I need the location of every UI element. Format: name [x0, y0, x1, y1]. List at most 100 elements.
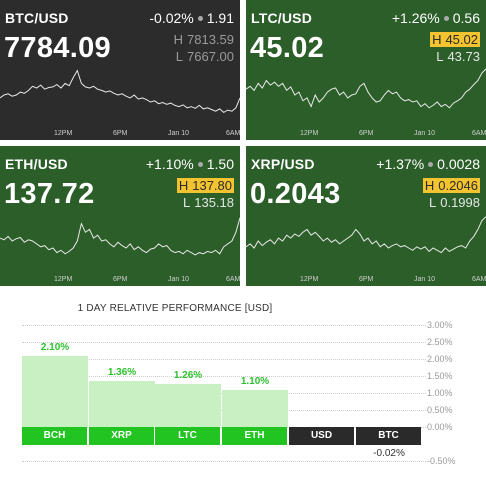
gridline — [22, 461, 426, 462]
category-label-btc: BTC — [356, 427, 421, 445]
category-label-bch: BCH — [22, 427, 87, 445]
low-label: L — [175, 49, 183, 64]
price-sparkline — [246, 216, 486, 254]
time-axis: 12PM 6PM Jan 10 6AM — [0, 130, 240, 140]
time-tick: 12PM — [300, 276, 319, 283]
y-tick-label: 3.00% — [427, 320, 453, 330]
separator-dot — [428, 161, 434, 167]
gridline — [22, 342, 426, 343]
time-tick: 6AM — [226, 276, 240, 283]
category-label-usd: USD — [289, 427, 354, 445]
last-price: 0.2043 — [250, 178, 341, 210]
time-tick: 6PM — [359, 276, 374, 283]
category-label-eth: ETH — [222, 427, 287, 445]
day-low: L 135.18 — [183, 195, 234, 210]
high-value: 137.80 — [192, 178, 232, 193]
low-value: 135.18 — [194, 195, 234, 210]
change-absolute: 1.50 — [206, 156, 234, 172]
low-value: 0.1998 — [440, 195, 480, 210]
bar-value-label: 1.10% — [240, 375, 270, 387]
bar-value-label: 2.10% — [40, 341, 70, 353]
change-percent: +1.37% — [376, 156, 425, 172]
time-axis: 12PM 6PM Jan 10 6AM — [246, 130, 486, 140]
low-label: L — [436, 49, 444, 64]
category-label-xrp: XRP — [89, 427, 154, 445]
sparkline-path — [0, 69, 240, 114]
last-price: 45.02 — [250, 32, 325, 64]
sparkline-path — [0, 217, 240, 256]
pair-label: LTC/USD — [251, 10, 313, 26]
last-price: 137.72 — [4, 178, 95, 210]
change-readout: +1.37% 0.0028 — [376, 156, 480, 172]
y-tick-label: 0.00% — [427, 422, 453, 432]
pair-label: ETH/USD — [5, 156, 68, 172]
separator-dot — [443, 15, 449, 21]
gridline — [22, 376, 426, 377]
day-low: L 43.73 — [436, 49, 480, 64]
time-tick: 6PM — [113, 276, 128, 283]
day-high: H 7813.59 — [174, 32, 234, 47]
high-label: H — [424, 178, 435, 193]
y-tick-label: -0.50% — [427, 456, 456, 466]
time-tick: Jan 10 — [414, 130, 436, 137]
change-absolute: 0.56 — [452, 10, 480, 26]
high-value: 45.02 — [445, 32, 478, 47]
last-price: 7784.09 — [4, 32, 111, 64]
high-value: 0.2046 — [438, 178, 478, 193]
change-readout: +1.10% 1.50 — [146, 156, 234, 172]
change-absolute: 1.91 — [206, 10, 234, 26]
time-tick: 6PM — [359, 130, 374, 137]
change-percent: +1.10% — [145, 156, 194, 172]
ticker-tile-ltc-usd[interactable]: LTC/USD +1.26% 0.56 45.02 H 45.02 L 43.73 12PM 6P… — [246, 0, 486, 140]
high-value: 7813.59 — [187, 32, 234, 47]
perf-bar-xrp — [89, 380, 155, 427]
high-label: H — [178, 178, 189, 193]
time-tick: 12PM — [54, 276, 73, 283]
time-tick: Jan 10 — [168, 130, 190, 137]
high-label: H — [432, 32, 442, 47]
chart-title: 1 DAY RELATIVE PERFORMANCE [USD] — [77, 303, 273, 314]
time-tick: 6AM — [226, 130, 240, 137]
bar-value-label: -0.02% — [373, 448, 405, 459]
ticker-tile-xrp-usd[interactable]: XRP/USD +1.37% 0.0028 0.2043 H 0.2046 L 0.1998 1… — [246, 146, 486, 286]
ticker-tile-btc-usd[interactable]: BTC/USD -0.02% 1.91 7784.09 H 7813.59 L 7667.00… — [0, 0, 240, 140]
sparkline-path — [246, 216, 486, 254]
time-tick: Jan 10 — [414, 276, 436, 283]
y-tick-label: 2.50% — [427, 337, 453, 347]
perf-bar-ltc — [155, 384, 221, 427]
high-label: H — [173, 32, 183, 47]
time-axis: 12PM 6PM Jan 10 6AM — [0, 276, 240, 286]
day-high: H 45.02 — [430, 32, 480, 47]
change-readout: -0.02% 1.91 — [149, 10, 234, 26]
separator-dot — [197, 15, 203, 21]
separator-dot — [197, 161, 203, 167]
low-value: 7667.00 — [187, 49, 234, 64]
category-label-ltc: LTC — [155, 427, 220, 445]
gridline — [22, 325, 426, 326]
bar-value-label: 1.26% — [173, 370, 203, 382]
time-tick: 12PM — [54, 130, 73, 137]
time-tick: 12PM — [300, 130, 319, 137]
day-high: H 0.2046 — [422, 178, 480, 193]
time-tick: 6PM — [113, 130, 128, 137]
day-low: L 7667.00 — [176, 49, 234, 64]
ticker-tile-eth-usd[interactable]: ETH/USD +1.10% 1.50 137.72 H 137.80 L 135.18 12P… — [0, 146, 240, 286]
perf-bar-eth — [222, 389, 288, 427]
y-tick-label: 0.50% — [427, 405, 453, 415]
price-sparkline — [246, 68, 486, 109]
time-tick: 6AM — [472, 130, 486, 137]
time-tick: 6AM — [472, 276, 486, 283]
price-sparkline — [0, 217, 240, 256]
low-label: L — [183, 195, 191, 210]
pair-label: XRP/USD — [251, 156, 315, 172]
bar-value-label: 1.36% — [107, 366, 137, 378]
perf-bar-bch — [22, 355, 88, 427]
price-sparkline — [0, 69, 240, 114]
change-readout: +1.26% 0.56 — [392, 10, 480, 26]
low-value: 43.73 — [447, 49, 480, 64]
gridline — [22, 359, 426, 360]
day-low: L 0.1998 — [429, 195, 480, 210]
relative-performance-chart: 1 DAY RELATIVE PERFORMANCE [USD] 3.00% 2.… — [0, 290, 486, 479]
change-absolute: 0.0028 — [437, 156, 480, 172]
y-tick-label: 1.50% — [427, 371, 453, 381]
